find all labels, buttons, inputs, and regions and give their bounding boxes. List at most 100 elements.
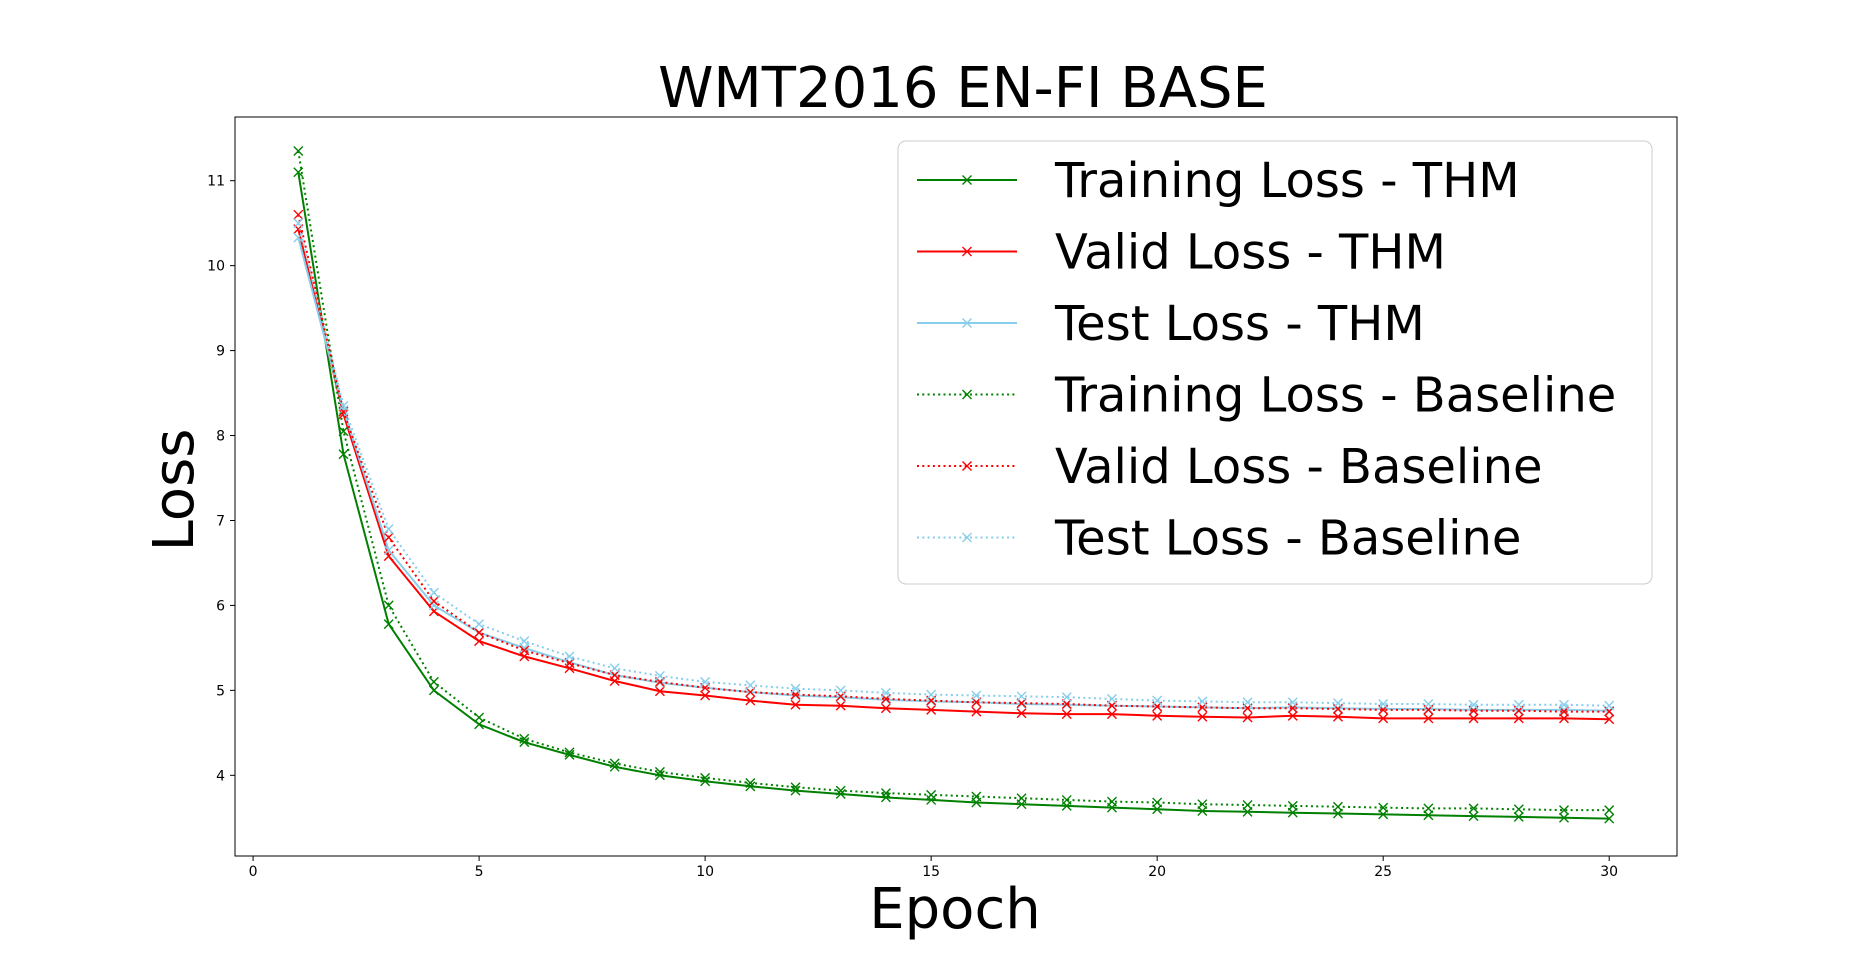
data-point — [1152, 710, 1163, 721]
data-point — [1558, 805, 1569, 816]
legend-marker — [962, 461, 972, 471]
y-tick-label: 7 — [216, 513, 225, 529]
data-point — [1016, 691, 1027, 702]
data-point — [1332, 801, 1343, 812]
series-line-test-loss-baseline — [297, 222, 1610, 707]
data-point — [609, 663, 620, 674]
data-point — [1513, 713, 1524, 724]
legend-marker — [962, 532, 972, 543]
data-point — [1287, 710, 1298, 721]
data-point — [654, 770, 665, 781]
data-point — [1513, 699, 1524, 710]
data-point — [1604, 813, 1615, 824]
data-point — [1287, 697, 1298, 708]
data-point — [1016, 708, 1027, 719]
series-training-loss-baseline — [293, 145, 1615, 816]
legend-box — [897, 140, 1653, 585]
legend-entry-test-loss-baseline: Test Loss - Baseline — [917, 511, 1521, 567]
data-point — [1468, 811, 1479, 822]
y-axis-label: Loss — [142, 429, 207, 552]
data-point — [1016, 793, 1027, 804]
series-valid-loss-baseline — [293, 209, 1615, 717]
data-point — [338, 449, 349, 460]
data-point — [519, 733, 530, 744]
data-point — [1423, 713, 1434, 724]
data-point — [926, 704, 937, 715]
data-point — [383, 532, 394, 543]
data-point — [926, 789, 937, 800]
data-point — [1106, 709, 1117, 720]
data-point — [1061, 692, 1072, 703]
data-point — [338, 426, 349, 437]
legend-label: Training Loss - THM — [1054, 153, 1520, 209]
data-point — [1423, 803, 1434, 814]
data-point — [1604, 805, 1615, 816]
legend-entry-valid-loss-thm: Valid Loss - THM — [917, 225, 1446, 281]
legend-label: Training Loss - Baseline — [1054, 368, 1616, 424]
data-point — [1513, 811, 1524, 822]
y-tick-label: 8 — [216, 429, 225, 445]
data-point — [1604, 714, 1615, 725]
data-point — [428, 685, 439, 696]
x-tick-label: 25 — [1374, 864, 1392, 880]
data-point — [383, 600, 394, 611]
legend-marker — [962, 389, 972, 400]
legend-entry-training-loss-thm: Training Loss - THM — [917, 153, 1520, 209]
data-point — [474, 712, 485, 723]
x-tick-label: 10 — [696, 864, 714, 880]
legend-marker — [962, 318, 972, 328]
data-point — [383, 545, 394, 556]
data-point — [1197, 799, 1208, 810]
data-point — [293, 145, 304, 156]
data-point — [1242, 697, 1253, 708]
data-point — [880, 703, 891, 714]
data-point — [338, 400, 349, 411]
data-point — [835, 785, 846, 796]
data-point — [790, 699, 801, 710]
data-point — [1152, 797, 1163, 808]
data-point — [790, 782, 801, 793]
data-point — [293, 167, 304, 178]
data-point — [1106, 796, 1117, 807]
series-test-loss-baseline — [293, 218, 1615, 711]
data-point — [654, 686, 665, 697]
data-point — [745, 781, 756, 792]
data-point — [880, 687, 891, 698]
data-point — [1468, 699, 1479, 710]
y-tick-label: 4 — [216, 768, 225, 784]
y-tick-label: 11 — [207, 174, 225, 190]
data-point — [1242, 800, 1253, 811]
legend-label: Test Loss - Baseline — [1054, 511, 1521, 567]
data-point — [1152, 695, 1163, 706]
series-line-training-loss-thm — [297, 172, 1610, 820]
data-point — [700, 772, 711, 783]
plot-area — [234, 116, 1678, 857]
data-point — [971, 791, 982, 802]
data-point — [880, 792, 891, 803]
data-point — [971, 706, 982, 717]
data-point — [1332, 698, 1343, 709]
legend-label: Valid Loss - Baseline — [1055, 439, 1543, 495]
data-point — [1332, 711, 1343, 722]
data-point — [474, 636, 485, 647]
x-tick-label: 30 — [1600, 864, 1618, 880]
x-tick-label: 15 — [922, 864, 940, 880]
data-point — [1106, 693, 1117, 704]
series-line-training-loss-baseline — [297, 150, 1610, 812]
data-point — [564, 749, 575, 760]
series-line-valid-loss-thm — [297, 228, 1610, 721]
data-point — [428, 676, 439, 687]
data-point — [1423, 698, 1434, 709]
y-axis-ticks: 4 5 6 7 8 9 10 11 — [207, 174, 235, 784]
data-point — [880, 788, 891, 799]
data-point — [1061, 709, 1072, 720]
y-tick-label: 6 — [216, 598, 225, 614]
data-point — [428, 587, 439, 598]
data-point — [835, 788, 846, 799]
data-point — [474, 619, 485, 630]
data-point — [1558, 812, 1569, 823]
data-point — [609, 758, 620, 769]
legend: Training Loss - THM Valid Loss - THM Test … — [897, 140, 1653, 585]
data-point — [383, 523, 394, 534]
